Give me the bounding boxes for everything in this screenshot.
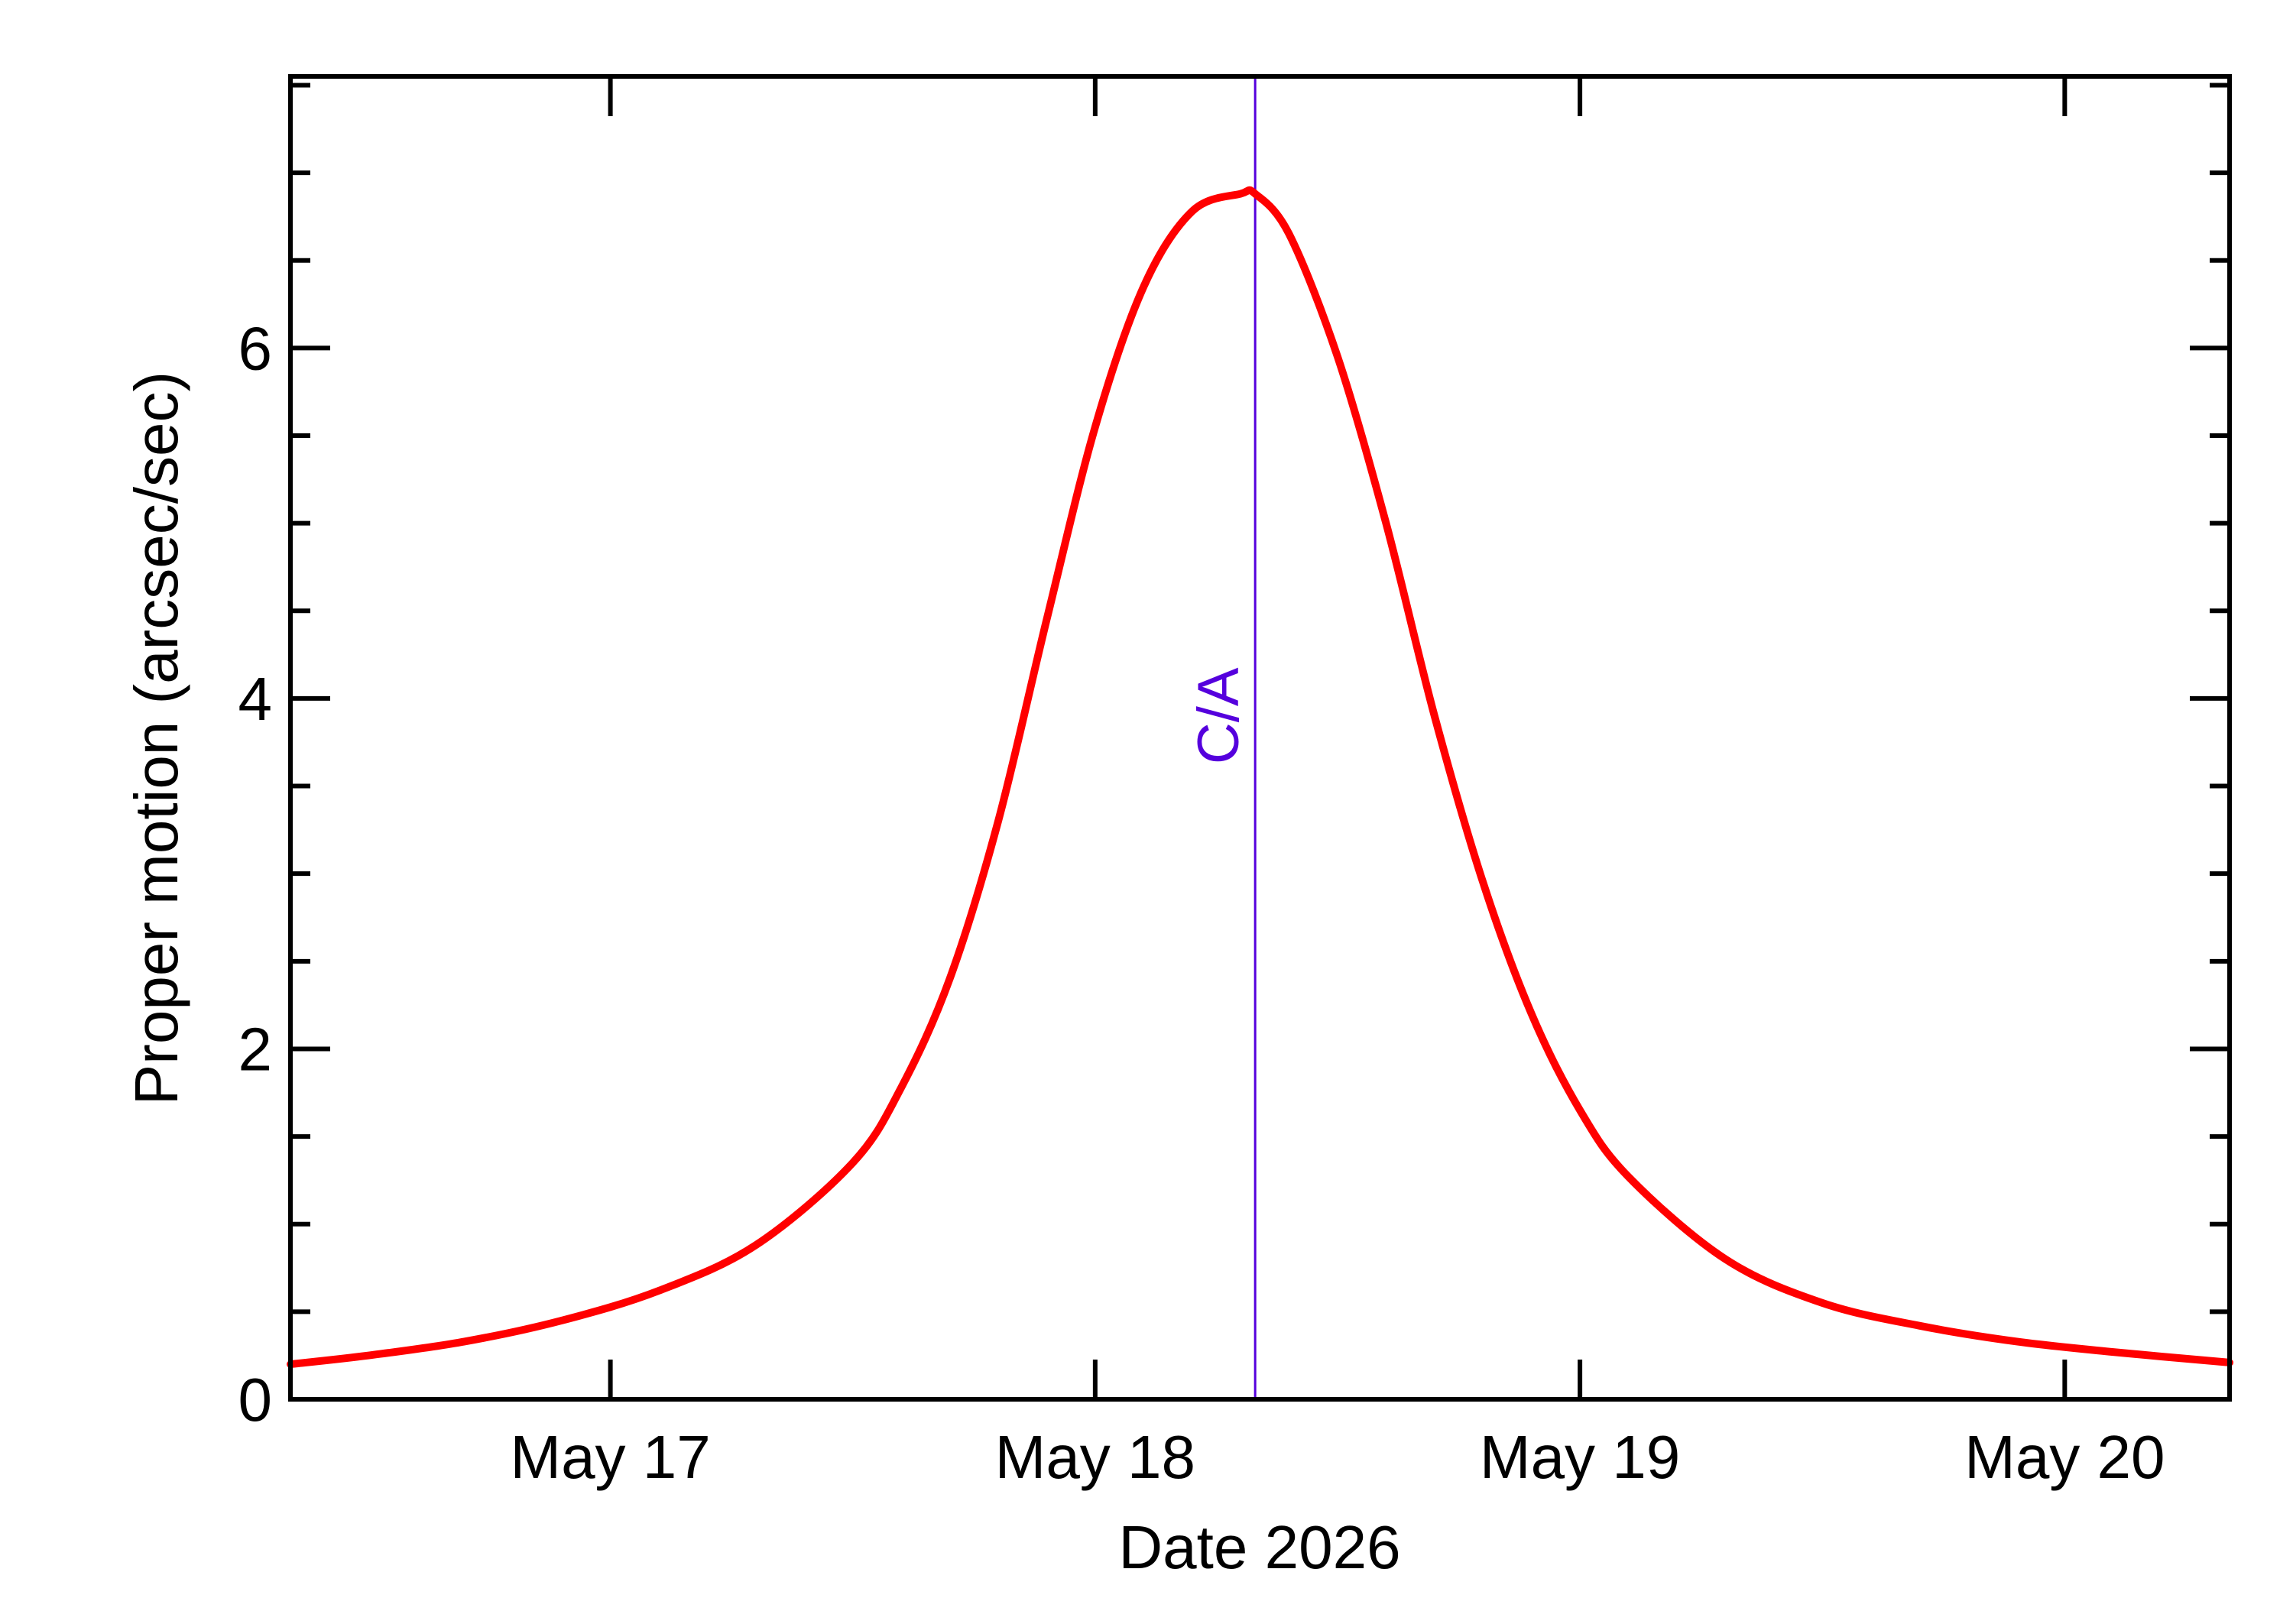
series-line-0 — [287, 186, 2233, 1369]
x-tick-label: May 17 — [510, 1423, 710, 1491]
x-tick-label: May 19 — [1480, 1423, 1680, 1491]
y-tick-label: 2 — [238, 1015, 273, 1083]
ca-marker-label: C/A — [1186, 667, 1251, 764]
x-axis-title: Date 2026 — [1118, 1513, 1400, 1581]
y-tick-label: 0 — [238, 1366, 273, 1434]
x-tick-label: May 20 — [1964, 1423, 2165, 1491]
plot-frame — [288, 74, 2232, 1402]
y-tick-label: 4 — [238, 665, 273, 733]
y-axis-title: Proper motion (arcsec/sec) — [122, 371, 190, 1105]
y-tick-label: 6 — [238, 314, 273, 382]
x-tick-label: May 18 — [995, 1423, 1195, 1491]
